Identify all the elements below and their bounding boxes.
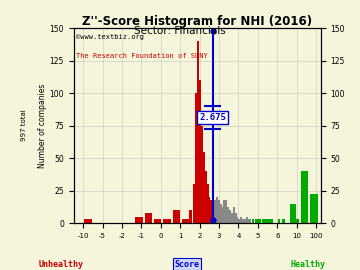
Bar <box>216 197 218 223</box>
Bar <box>223 200 225 223</box>
Bar <box>182 219 189 223</box>
Bar <box>221 207 224 223</box>
Bar <box>220 204 222 223</box>
Text: Healthy: Healthy <box>290 260 325 269</box>
Bar <box>189 210 192 223</box>
Bar <box>218 200 220 223</box>
Bar <box>264 219 266 223</box>
Bar <box>255 219 257 223</box>
Bar <box>203 151 205 223</box>
Bar <box>310 194 318 223</box>
Title: Z''-Score Histogram for NHI (2016): Z''-Score Histogram for NHI (2016) <box>82 15 312 28</box>
Bar <box>214 200 216 223</box>
Bar <box>227 207 229 223</box>
Bar <box>154 219 161 223</box>
Bar <box>135 217 143 223</box>
Text: The Research Foundation of SUNY: The Research Foundation of SUNY <box>76 53 208 59</box>
Bar <box>242 219 244 223</box>
Bar <box>207 184 208 223</box>
Bar <box>163 219 171 223</box>
Bar <box>212 204 214 223</box>
Bar <box>246 217 248 223</box>
Bar <box>249 219 251 223</box>
Bar <box>244 219 246 223</box>
Bar <box>238 219 240 223</box>
Bar <box>199 80 201 223</box>
Bar <box>240 217 242 223</box>
Bar <box>172 210 180 223</box>
Bar <box>225 200 227 223</box>
Bar <box>197 41 199 223</box>
Bar <box>261 219 264 223</box>
Text: 2.675: 2.675 <box>199 113 226 122</box>
Bar <box>252 219 254 223</box>
Bar <box>193 184 195 223</box>
Bar <box>210 200 212 223</box>
Bar <box>266 219 268 223</box>
Bar <box>259 219 261 223</box>
Bar <box>208 197 211 223</box>
Bar <box>234 213 237 223</box>
Bar <box>231 213 233 223</box>
Bar <box>229 210 231 223</box>
Bar <box>248 219 249 223</box>
Text: Unhealthy: Unhealthy <box>39 260 84 269</box>
Text: 997 total: 997 total <box>21 110 27 141</box>
Bar <box>84 219 91 223</box>
Bar <box>290 204 296 223</box>
Text: ©www.textbiz.org: ©www.textbiz.org <box>76 34 144 40</box>
Bar <box>301 171 308 223</box>
Bar <box>271 219 273 223</box>
Bar <box>278 219 280 223</box>
Bar <box>236 217 238 223</box>
Bar <box>257 219 259 223</box>
Bar <box>269 219 271 223</box>
Bar <box>233 207 235 223</box>
Bar <box>145 213 152 223</box>
Bar <box>296 219 298 223</box>
Text: Sector: Financials: Sector: Financials <box>134 26 226 36</box>
Bar <box>195 93 197 223</box>
Text: Score: Score <box>175 260 200 269</box>
Bar <box>201 126 203 223</box>
Y-axis label: Number of companies: Number of companies <box>38 83 47 168</box>
Bar <box>283 219 284 223</box>
Bar <box>204 171 207 223</box>
